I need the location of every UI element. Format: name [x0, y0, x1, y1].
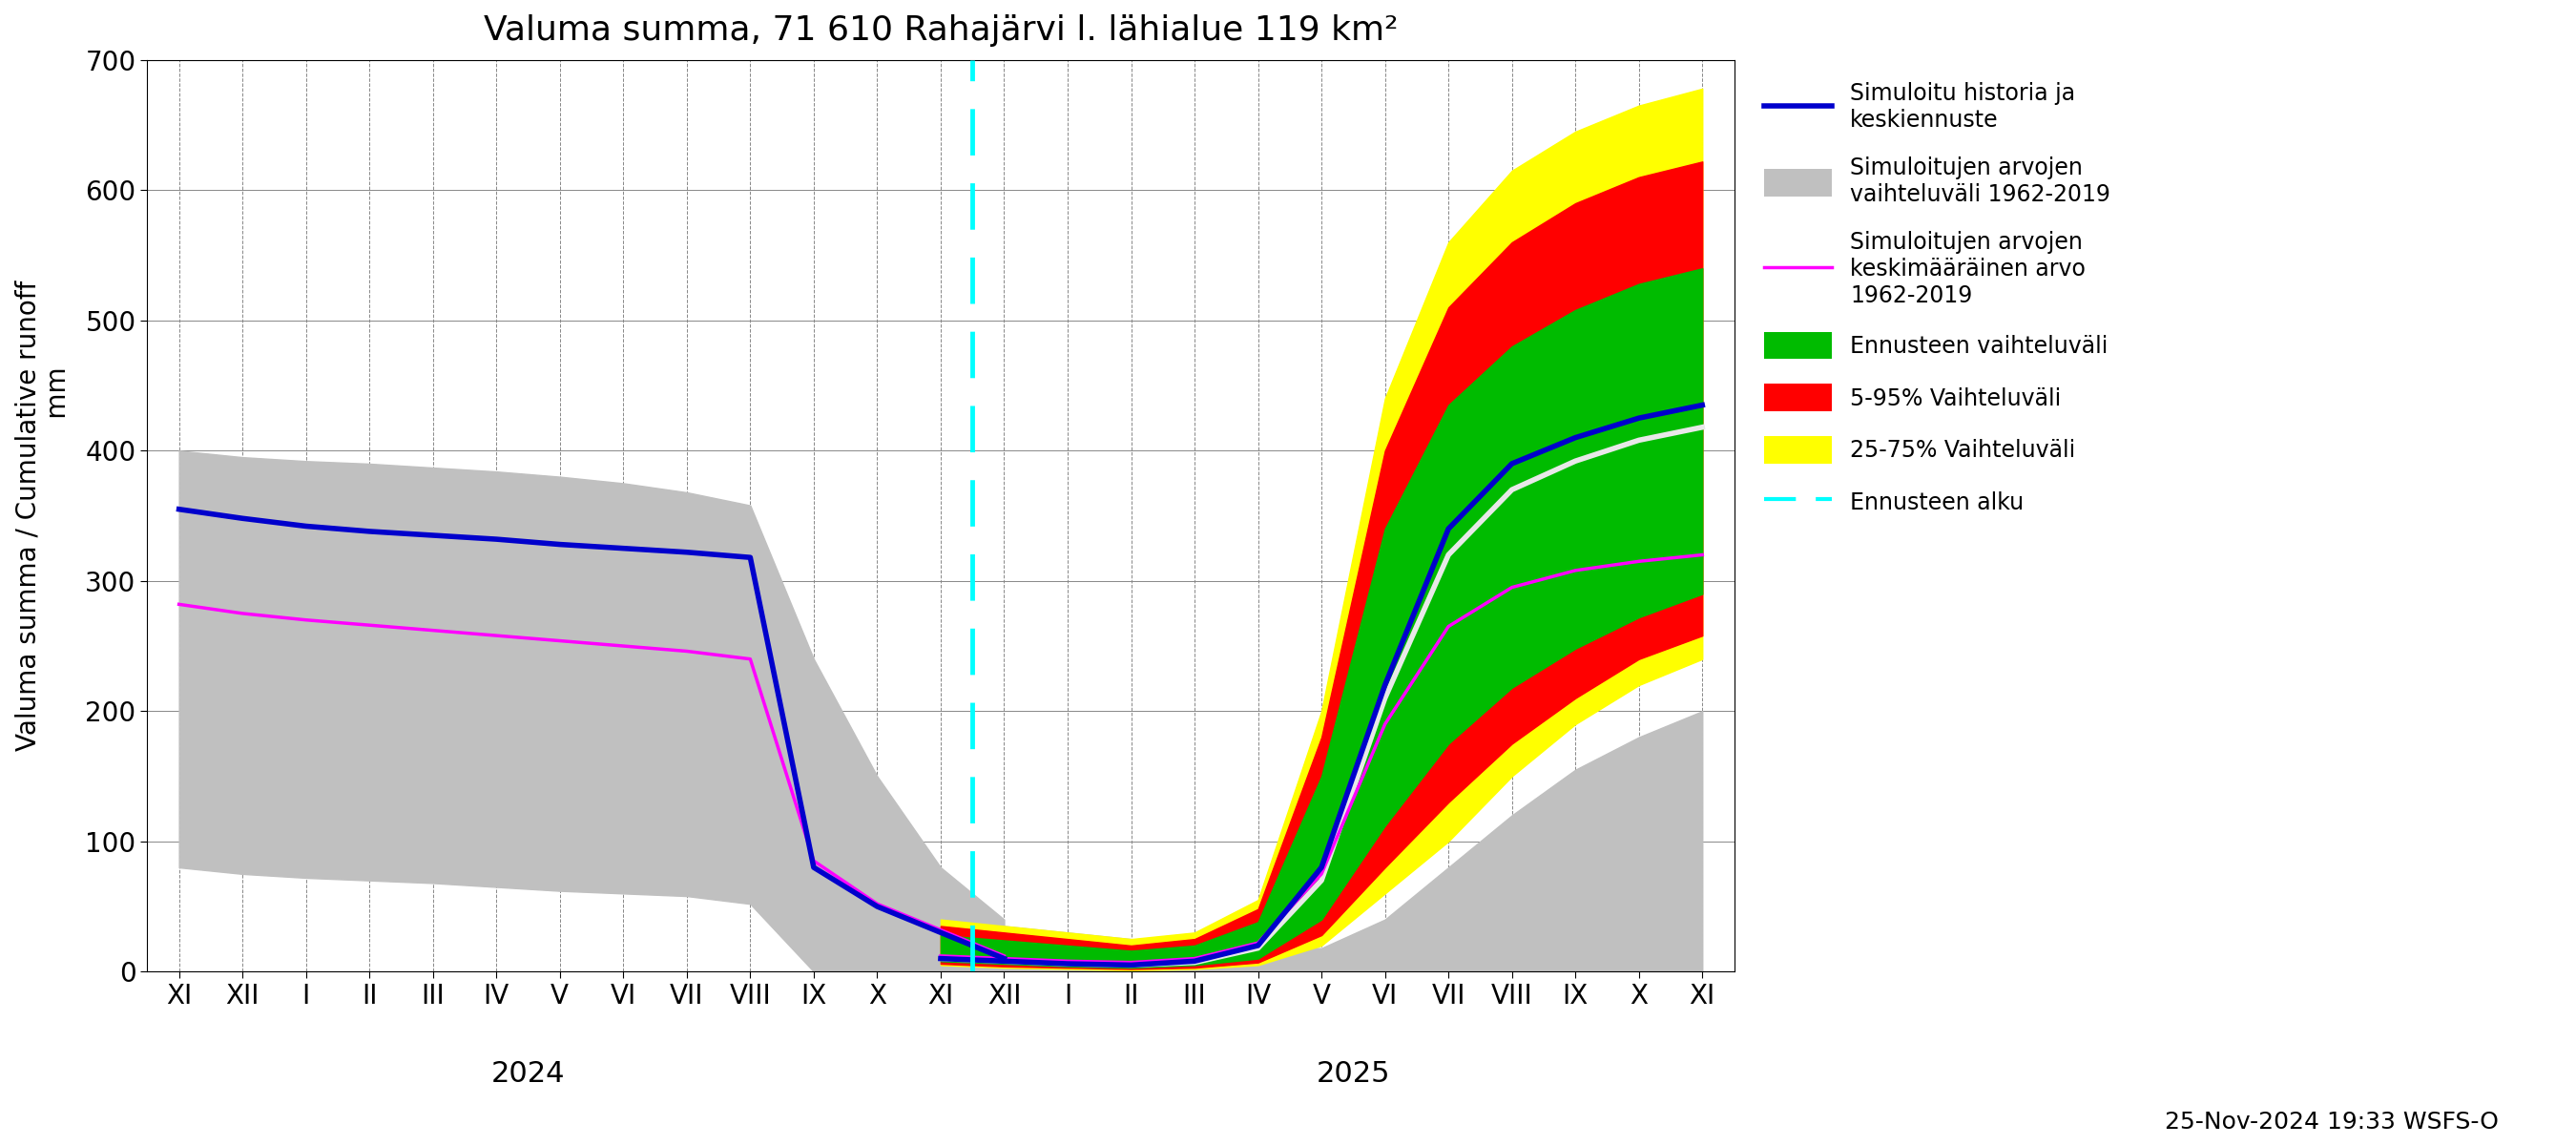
Text: 25-Nov-2024 19:33 WSFS-O: 25-Nov-2024 19:33 WSFS-O [2164, 1111, 2499, 1134]
Text: 2025: 2025 [1316, 1060, 1391, 1088]
Text: 2024: 2024 [492, 1060, 564, 1088]
Title: Valuma summa, 71 610 Rahajärvi l. lähialue 119 km²: Valuma summa, 71 610 Rahajärvi l. lähial… [484, 14, 1399, 47]
Y-axis label: Valuma summa / Cumulative runoff
                             mm: Valuma summa / Cumulative runoff mm [15, 281, 72, 751]
Legend: Simuloitu historia ja
keskiennuste, Simuloitujen arvojen
vaihteluväli 1962-2019,: Simuloitu historia ja keskiennuste, Simu… [1754, 71, 2123, 527]
